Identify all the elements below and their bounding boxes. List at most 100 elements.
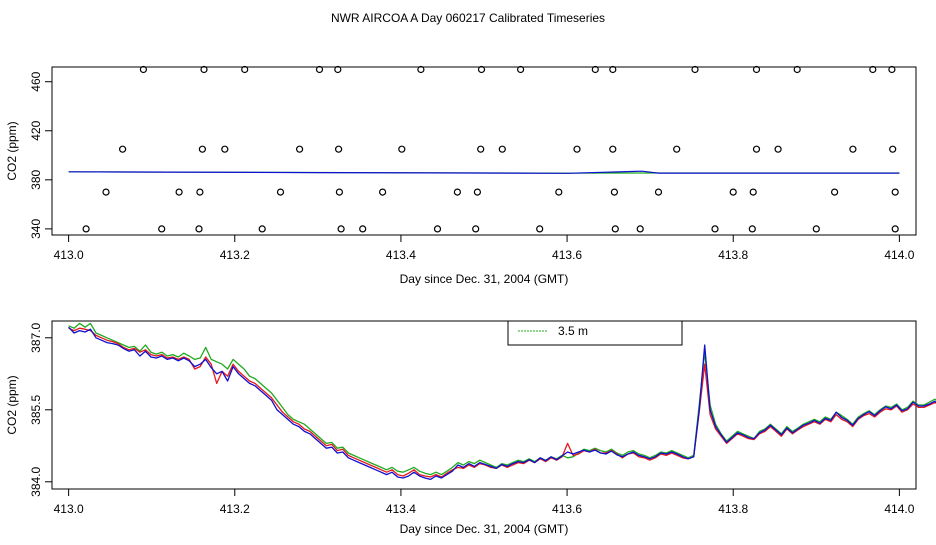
top-scatter-point [711, 225, 719, 233]
bottom-x-tick-label: 413.0 [54, 502, 84, 516]
bottom-x-axis-label: Day since Dec. 31, 2004 (GMT) [400, 522, 569, 536]
top-scatter-point [379, 188, 387, 196]
top-scatter-point [195, 225, 203, 233]
top-scatter-point [793, 65, 801, 74]
top-scatter-point [498, 145, 506, 153]
bottom-series-line-red [68, 327, 936, 478]
top-scatter-point [609, 145, 617, 153]
top-scatter-point [891, 188, 899, 196]
top-scatter-point [812, 225, 820, 233]
top-scatter-point [82, 225, 90, 233]
top-scatter-point [888, 65, 896, 74]
top-x-axis: 413.0 413.2 413.4 413.6 413.8 414.0 [54, 234, 915, 262]
top-scatter-point [337, 225, 345, 233]
top-scatter-point [611, 225, 619, 233]
top-scatter-point [536, 225, 544, 233]
top-panel: 413.0 413.2 413.4 413.6 413.8 414.0 340 380 420… [5, 65, 917, 286]
top-scatter-point [591, 65, 599, 74]
top-plot-frame [51, 66, 917, 236]
top-scatter-point [473, 188, 481, 196]
bottom-y-axis: 384.0 385.5 387.0 [29, 322, 53, 497]
top-x-axis-label: Day since Dec. 31, 2004 (GMT) [400, 272, 569, 286]
top-scatter-point [610, 188, 619, 196]
top-scatter-point [654, 188, 663, 196]
top-scatter-point [359, 225, 367, 233]
top-scatter-point [477, 65, 486, 74]
top-scatter-point [636, 225, 644, 233]
top-scatter-point [891, 225, 899, 233]
top-series-line-blue [68, 170, 900, 174]
top-scatter-point [516, 65, 525, 74]
top-series-lines [68, 170, 900, 174]
chart-title: NWR AIRCOA A Day 060217 Calibrated Times… [331, 11, 605, 25]
bottom-x-tick-label: 413.4 [386, 502, 416, 516]
top-scatter-point [830, 188, 839, 196]
top-scatter-point [691, 65, 699, 74]
top-scatter-point [118, 145, 127, 153]
top-scatter-point [609, 65, 617, 74]
bottom-y-tick-label: 384.0 [29, 466, 43, 496]
bottom-x-axis: 413.0 413.2 413.4 413.6 413.8 414.0 [54, 488, 915, 516]
top-scatter-point [472, 225, 480, 233]
top-scatter-point [335, 188, 343, 196]
bottom-x-tick-label: 413.6 [552, 502, 582, 516]
top-y-tick-label: 380 [29, 169, 43, 189]
top-scatter-point [752, 145, 761, 153]
top-y-tick-label: 340 [29, 219, 43, 239]
top-scatter-point [749, 188, 757, 196]
bottom-y-tick-label: 385.5 [29, 394, 43, 424]
top-x-tick-label: 413.6 [552, 248, 582, 262]
top-scatter-point [334, 65, 342, 74]
bottom-x-tick-label: 413.8 [718, 502, 748, 516]
top-y-axis-label: CO2 (ppm) [5, 121, 19, 180]
top-scatter-point [748, 225, 756, 233]
top-x-tick-label: 413.2 [220, 248, 250, 262]
top-scatter-point [296, 145, 304, 153]
top-scatter-point [673, 145, 681, 153]
top-scatter-point [102, 188, 110, 196]
top-scatter-point [276, 188, 285, 196]
bottom-y-axis-label: CO2 (ppm) [5, 375, 19, 434]
top-scatter-point [573, 145, 581, 153]
bottom-y-tick-label: 387.0 [29, 322, 43, 352]
top-scatter-point [258, 225, 266, 233]
top-scatter-point [555, 188, 563, 196]
top-scatter-point [158, 225, 166, 233]
top-scatter-point [477, 145, 485, 153]
top-x-tick-label: 413.4 [386, 248, 416, 262]
top-scatter-point [453, 188, 461, 196]
top-scatter-point [774, 145, 782, 153]
top-x-tick-label: 413.0 [54, 248, 84, 262]
top-scatter-point [729, 188, 737, 196]
bottom-panel: 413.0 413.2 413.4 413.6 413.8 414.0 384.0 385.… [5, 320, 936, 536]
legend-box [507, 320, 683, 346]
top-scatter-point [869, 65, 877, 74]
bottom-series-lines [68, 322, 936, 481]
top-scatter-point [196, 188, 204, 196]
top-scatter-point [241, 65, 249, 74]
bottom-x-tick-label: 413.2 [220, 502, 250, 516]
top-y-tick-label: 420 [29, 120, 43, 140]
legend-label-3-5m: 3.5 m [558, 324, 588, 338]
bottom-x-tick-label: 414.0 [884, 502, 914, 516]
bottom-series-line-blue [68, 326, 936, 481]
top-scatter-points [82, 65, 899, 233]
top-x-tick-label: 413.8 [718, 248, 748, 262]
top-y-axis: 340 380 420 460 [29, 71, 53, 239]
top-scatter-point [433, 225, 442, 233]
top-scatter-point [752, 65, 761, 74]
bottom-series-line-green [68, 322, 936, 476]
top-scatter-point [175, 188, 183, 196]
top-y-tick-label: 460 [29, 71, 43, 91]
top-scatter-point [198, 145, 206, 153]
legend: 3.5 m [507, 320, 683, 346]
top-scatter-point [398, 145, 406, 153]
top-scatter-point [417, 65, 425, 74]
top-scatter-point [315, 65, 324, 74]
top-scatter-point [200, 65, 208, 74]
top-scatter-point [139, 65, 147, 74]
top-scatter-point [889, 145, 897, 153]
top-scatter-point [221, 145, 229, 153]
